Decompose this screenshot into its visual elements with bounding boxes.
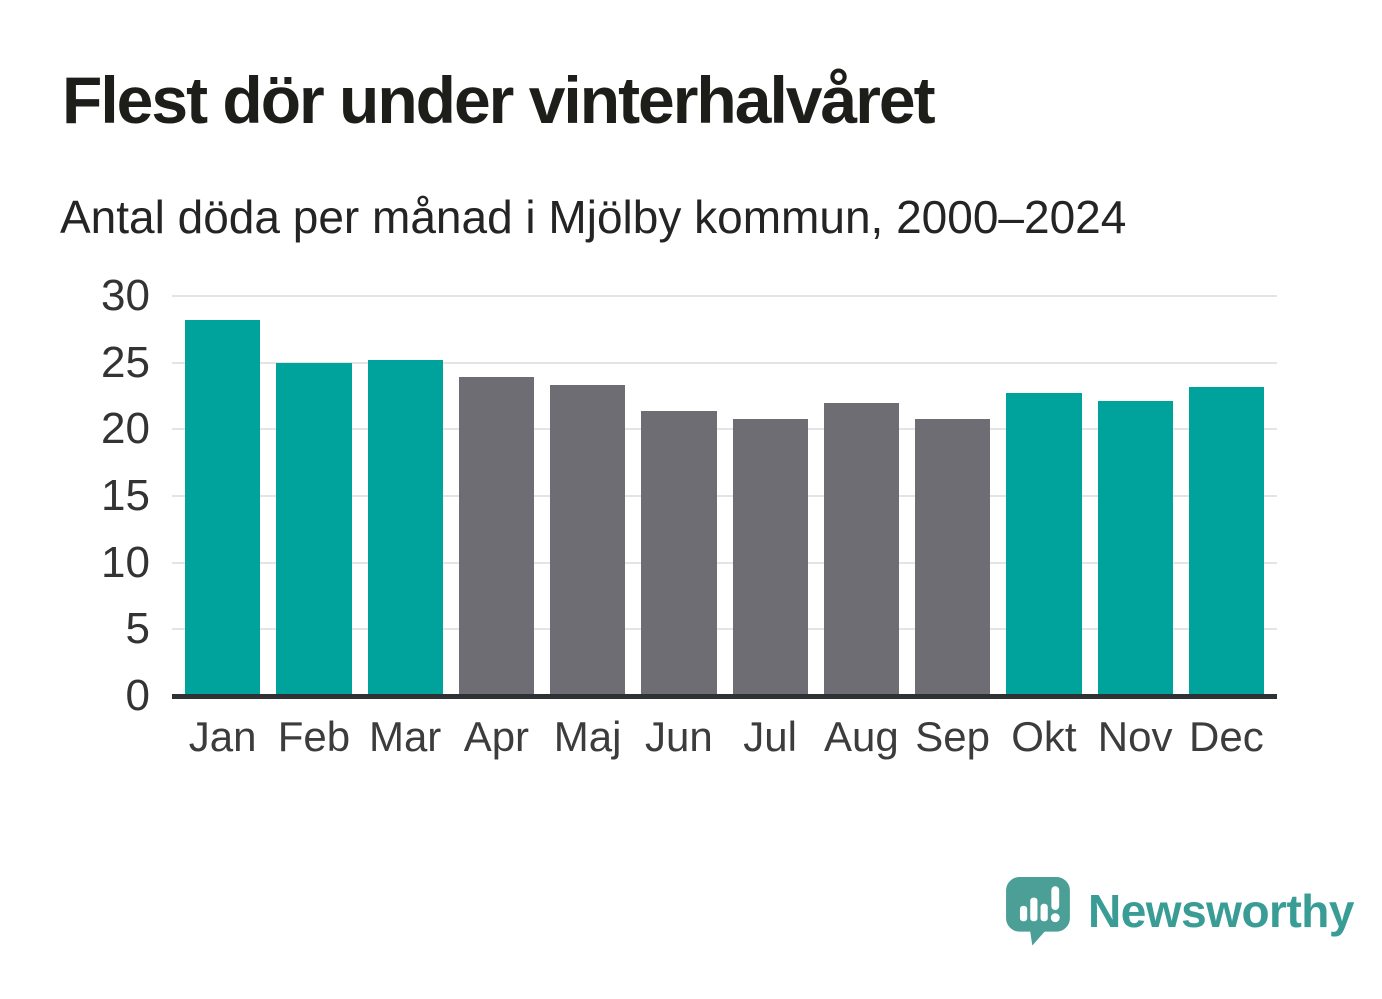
bar-nov [1097, 401, 1173, 696]
y-axis-tick-label-15: 15 [101, 471, 150, 520]
bar-apr [458, 377, 534, 696]
x-axis-line [172, 694, 1277, 699]
x-axis-tick-label-jan: Jan [188, 713, 257, 760]
x-axis-tick-label-jul: Jul [743, 713, 797, 760]
bar-jul [732, 418, 808, 696]
bar-aug [823, 402, 899, 696]
x-axis-tick-label-apr: Apr [463, 713, 530, 760]
gridline-20 [172, 428, 1277, 431]
newsworthy-logo: Newsworthy [1006, 876, 1354, 946]
x-axis-tick-label-feb: Feb [277, 713, 351, 760]
bar-maj [550, 385, 626, 696]
bar-jan [185, 320, 261, 696]
y-axis-tick-label-5: 5 [125, 604, 150, 654]
x-axis-tick-label-mar: Mar [368, 713, 442, 760]
gridline-30 [172, 295, 1277, 297]
newsworthy-logo-text: Newsworthy [1088, 885, 1354, 937]
chart-title: Flest dör under vinterhalvåret [62, 63, 936, 137]
bar-sep [915, 418, 991, 696]
y-axis-tick-label-0: 0 [125, 671, 150, 720]
y-axis-tick-label-25: 25 [101, 337, 150, 387]
newsworthy-logo-icon [1006, 877, 1070, 946]
bar-feb [276, 362, 352, 696]
x-axis-tick-label-nov: Nov [1097, 713, 1173, 760]
y-axis-tick-label-30: 30 [101, 271, 150, 320]
y-axis-tick-label-20: 20 [101, 404, 150, 454]
x-axis-tick-labels: Jan Feb Mar Apr Maj Jun Jul Aug Sep Okt Nov Dec [172, 712, 1277, 762]
gridline-5 [172, 628, 1277, 631]
gridline-10 [172, 561, 1277, 564]
gridline-25 [172, 361, 1277, 364]
x-axis-tick-label-sep: Sep [915, 713, 990, 760]
x-axis-tick-label-maj: Maj [553, 713, 622, 760]
x-axis-tick-label-jun: Jun [645, 713, 713, 760]
bar-mar [367, 360, 443, 696]
x-axis-tick-label-dec: Dec [1189, 713, 1264, 760]
bar-series [172, 296, 1277, 696]
y-axis-tick-label-10: 10 [101, 537, 150, 587]
gridline-15 [172, 495, 1277, 497]
bar-jun [641, 410, 717, 696]
bar-okt [1006, 393, 1082, 696]
x-axis-tick-label-okt: Okt [1011, 713, 1077, 760]
chart-subtitle: Antal döda per månad i Mjölby kommun, 20… [60, 191, 1127, 243]
bar-dec [1188, 386, 1264, 696]
x-axis-tick-label-aug: Aug [824, 713, 899, 760]
